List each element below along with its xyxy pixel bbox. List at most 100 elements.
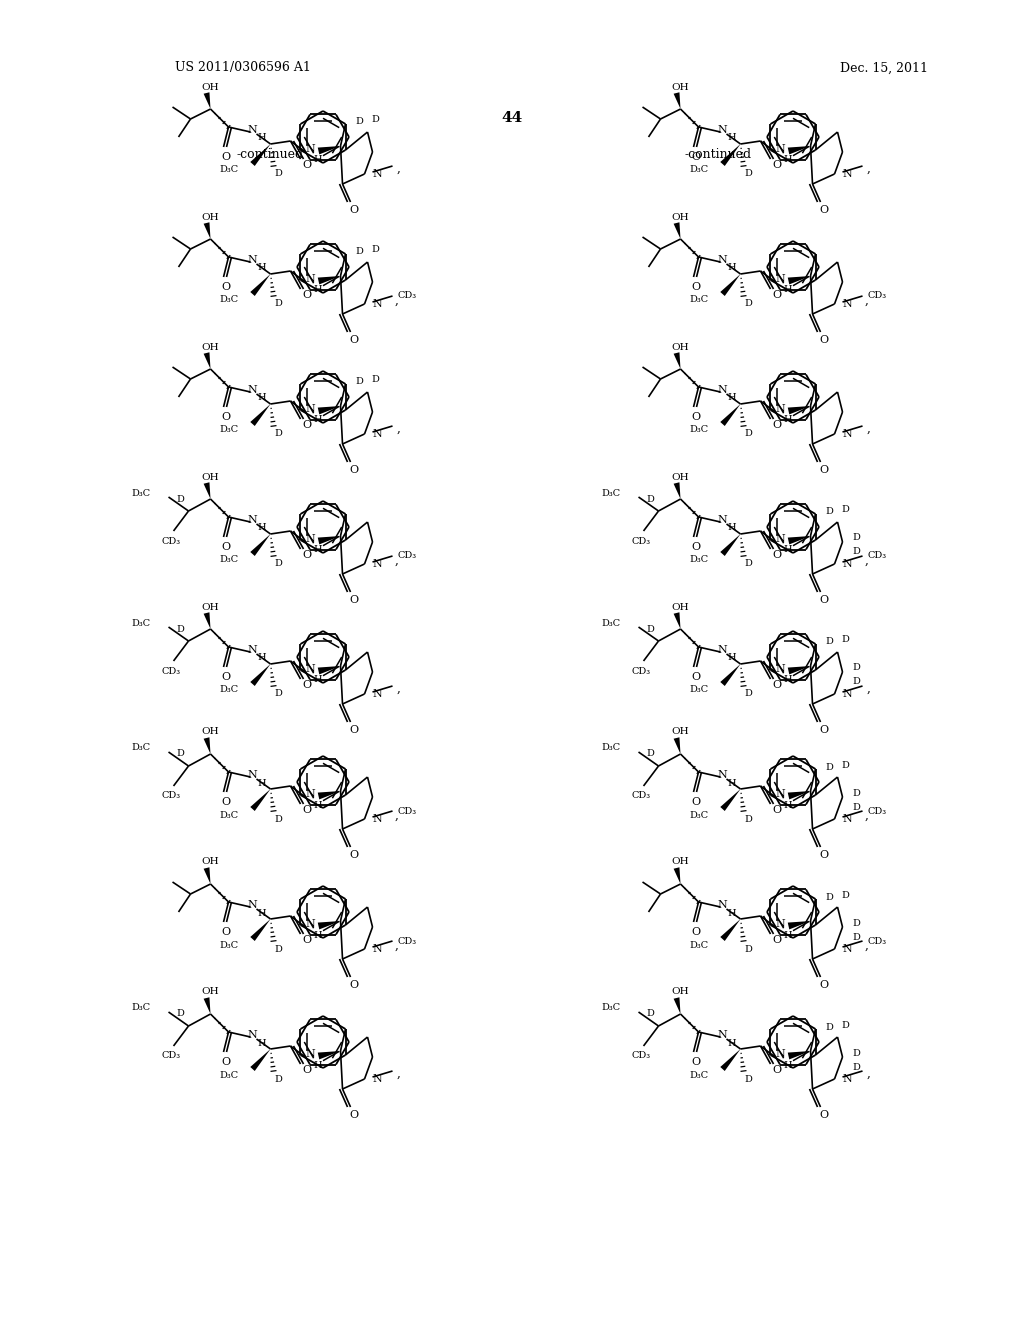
Polygon shape	[674, 222, 681, 239]
Text: O: O	[349, 205, 358, 215]
Text: N: N	[718, 770, 727, 780]
Text: N: N	[248, 385, 257, 395]
Text: N: N	[248, 1030, 257, 1040]
Text: N: N	[718, 255, 727, 265]
Text: O: O	[221, 543, 230, 552]
Text: ,: ,	[394, 553, 398, 566]
Text: D: D	[744, 814, 753, 824]
Text: O: O	[349, 595, 358, 605]
Text: OH: OH	[202, 82, 219, 91]
Text: D: D	[853, 919, 860, 928]
Text: D: D	[853, 677, 860, 686]
Text: D: D	[853, 788, 860, 797]
Text: D: D	[744, 1074, 753, 1084]
Polygon shape	[317, 791, 341, 800]
Text: D: D	[355, 117, 364, 127]
Text: O: O	[691, 282, 700, 292]
Text: ,: ,	[866, 161, 870, 174]
Polygon shape	[674, 92, 681, 110]
Text: OH: OH	[672, 213, 689, 222]
Text: D: D	[646, 1010, 654, 1019]
Text: ,: ,	[866, 1067, 870, 1080]
Text: H: H	[727, 393, 736, 403]
Text: O: O	[302, 290, 311, 300]
Text: H: H	[257, 908, 266, 917]
Text: D: D	[274, 1074, 283, 1084]
Text: D: D	[825, 763, 834, 771]
Text: D₃C: D₃C	[131, 488, 151, 498]
Text: D: D	[853, 533, 860, 543]
Polygon shape	[204, 222, 211, 239]
Text: N: N	[373, 1074, 382, 1084]
Text: ,: ,	[866, 681, 870, 694]
Text: D: D	[274, 945, 283, 953]
Text: US 2011/0306596 A1: US 2011/0306596 A1	[175, 62, 311, 74]
Text: N: N	[843, 558, 852, 569]
Text: OH: OH	[672, 727, 689, 737]
Polygon shape	[204, 482, 211, 499]
Text: H: H	[257, 133, 266, 143]
Text: H: H	[313, 156, 322, 165]
Text: D: D	[355, 378, 364, 387]
Text: O: O	[349, 725, 358, 735]
Text: OH: OH	[672, 473, 689, 482]
Text: O: O	[772, 935, 781, 945]
Text: ,: ,	[864, 808, 868, 821]
Text: OH: OH	[672, 342, 689, 351]
Text: N: N	[775, 664, 785, 675]
Text: H: H	[313, 1060, 322, 1069]
Polygon shape	[720, 144, 740, 166]
Text: D: D	[176, 495, 184, 503]
Text: D: D	[274, 689, 283, 698]
Text: O: O	[302, 550, 311, 560]
Text: N: N	[843, 689, 852, 700]
Text: O: O	[772, 290, 781, 300]
Text: ,: ,	[396, 161, 400, 174]
Text: D: D	[274, 429, 283, 438]
Text: D: D	[853, 548, 860, 557]
Polygon shape	[317, 536, 341, 544]
Text: O: O	[772, 420, 781, 430]
Text: OH: OH	[202, 213, 219, 222]
Text: H: H	[783, 676, 792, 685]
Text: CD₃: CD₃	[632, 667, 651, 676]
Text: O: O	[302, 1065, 311, 1074]
Text: D₃C: D₃C	[219, 810, 239, 820]
Polygon shape	[674, 612, 681, 630]
Text: O: O	[221, 152, 230, 162]
Text: N: N	[305, 789, 315, 799]
Text: CD₃: CD₃	[162, 792, 181, 800]
Text: H: H	[783, 545, 792, 554]
Text: D: D	[853, 664, 860, 672]
Text: O: O	[221, 282, 230, 292]
Text: D: D	[176, 624, 184, 634]
Text: H: H	[257, 524, 266, 532]
Text: CD₃: CD₃	[397, 292, 417, 301]
Text: 44: 44	[502, 111, 522, 125]
Text: OH: OH	[672, 987, 689, 997]
Polygon shape	[674, 482, 681, 499]
Text: CD₃: CD₃	[867, 552, 887, 561]
Text: O: O	[691, 543, 700, 552]
Text: D: D	[372, 375, 380, 384]
Text: H: H	[257, 1039, 266, 1048]
Text: N: N	[718, 900, 727, 909]
Polygon shape	[204, 92, 211, 110]
Text: D₃C: D₃C	[219, 556, 239, 565]
Text: O: O	[221, 797, 230, 807]
Polygon shape	[250, 789, 270, 810]
Text: D: D	[274, 560, 283, 569]
Text: N: N	[373, 300, 382, 309]
Text: ,: ,	[864, 939, 868, 952]
Text: OH: OH	[672, 858, 689, 866]
Text: D: D	[274, 169, 283, 178]
Text: OH: OH	[202, 602, 219, 611]
Polygon shape	[720, 789, 740, 810]
Polygon shape	[720, 275, 740, 296]
Text: D₃C: D₃C	[219, 425, 239, 434]
Text: -continued: -continued	[237, 149, 303, 161]
Text: D: D	[744, 429, 753, 438]
Text: O: O	[349, 1110, 358, 1119]
Text: O: O	[221, 672, 230, 682]
Text: N: N	[718, 645, 727, 655]
